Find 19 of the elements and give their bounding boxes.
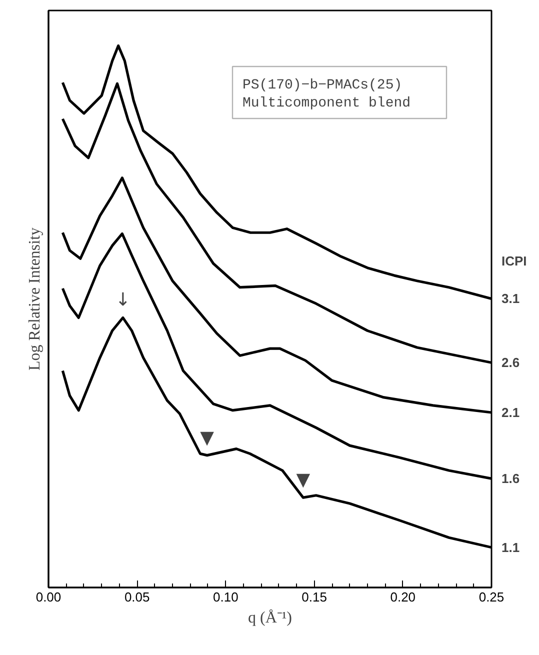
x-tick-label: 0.00 [36,590,62,604]
x-tick-label: 0.10 [213,590,238,604]
x-tick-label: 0.20 [390,590,416,604]
x-tick-label: 0.15 [302,590,327,604]
legend-title: ICPI [502,253,527,268]
series-label: 1.6 [502,471,520,486]
series-label: 3.1 [502,291,520,306]
series-label: 2.1 [502,405,520,420]
series-label: 2.6 [502,355,520,370]
y-axis-title: Log Relative Intensity [26,227,44,371]
x-axis-title: q (Å⁻¹) [248,608,292,626]
x-tick-label: 0.25 [478,590,504,604]
text: Multicomponent blend [242,96,411,112]
x-tick-label: 0.05 [124,590,150,604]
series-label: 1.1 [502,540,520,555]
annotation: ▼ [296,470,310,491]
annotation: ↓ [115,290,130,311]
text: PS(170)−b−PMACs(25) [242,78,402,94]
annotation: ▼ [200,427,214,448]
